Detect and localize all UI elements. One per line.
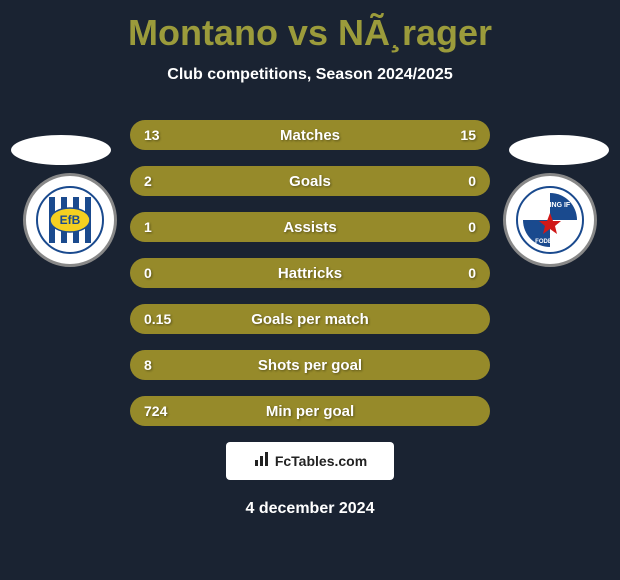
stat-right-value: 0 xyxy=(468,219,476,235)
svg-text:FODBOLD: FODBOLD xyxy=(535,239,565,245)
right-hat-ellipse xyxy=(509,135,609,165)
left-badge-inner: EfB xyxy=(35,185,105,255)
stat-left-value: 724 xyxy=(144,403,167,419)
stat-label: Goals xyxy=(289,173,331,190)
chart-icon xyxy=(253,450,271,473)
logo-text: FcTables.com xyxy=(275,453,367,469)
stat-bar-min-per-goal: 724 Min per goal xyxy=(130,396,490,426)
comparison-title: Montano vs NÃ¸rager xyxy=(0,0,620,54)
stat-bar-hattricks: 0 Hattricks 0 xyxy=(130,258,490,288)
stat-left-value: 0.15 xyxy=(144,311,171,327)
stat-label: Min per goal xyxy=(266,403,354,420)
date-text: 4 december 2024 xyxy=(0,500,620,518)
svg-text:KOLDING IF: KOLDING IF xyxy=(530,202,571,209)
stat-bar-goals-per-match: 0.15 Goals per match xyxy=(130,304,490,334)
stat-label: Goals per match xyxy=(251,311,369,328)
stat-label: Shots per goal xyxy=(258,357,362,374)
stat-label: Hattricks xyxy=(278,265,342,282)
stat-label: Assists xyxy=(283,219,336,236)
right-team-badge: KOLDING IF FODBOLD xyxy=(503,173,597,267)
right-badge-inner: KOLDING IF FODBOLD xyxy=(515,185,585,255)
stat-bar-goals: 2 Goals 0 xyxy=(130,166,490,196)
svg-text:EfB: EfB xyxy=(60,213,81,227)
stat-left-value: 8 xyxy=(144,357,152,373)
stat-right-value: 0 xyxy=(468,265,476,281)
stat-left-value: 1 xyxy=(144,219,152,235)
fctables-logo: FcTables.com xyxy=(226,442,394,480)
comparison-subtitle: Club competitions, Season 2024/2025 xyxy=(0,66,620,84)
stat-left-value: 13 xyxy=(144,127,160,143)
stats-container: 13 Matches 15 2 Goals 0 1 Assists 0 0 Ha… xyxy=(130,120,490,442)
stat-right-value: 15 xyxy=(460,127,476,143)
stat-left-value: 2 xyxy=(144,173,152,189)
stat-left-value: 0 xyxy=(144,265,152,281)
stat-label: Matches xyxy=(280,127,340,144)
left-team-badge: EfB xyxy=(23,173,117,267)
stat-bar-shots-per-goal: 8 Shots per goal xyxy=(130,350,490,380)
stat-bar-assists: 1 Assists 0 xyxy=(130,212,490,242)
stat-bar-matches: 13 Matches 15 xyxy=(130,120,490,150)
left-hat-ellipse xyxy=(11,135,111,165)
stat-right-value: 0 xyxy=(468,173,476,189)
